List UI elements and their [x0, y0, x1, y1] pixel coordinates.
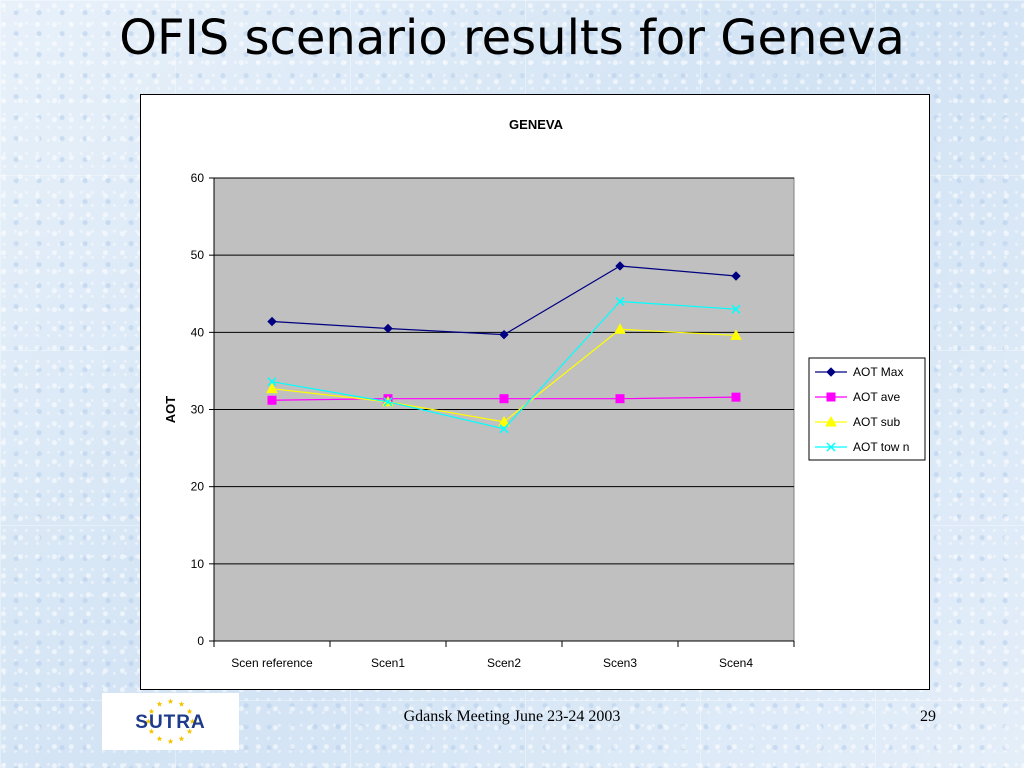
x-tick-label-scen4: Scen4	[719, 656, 753, 670]
legend-swatch-marker	[826, 367, 836, 377]
data-point-aot-ave-3	[615, 394, 625, 404]
page-number: 29	[920, 708, 936, 725]
data-point-aot-max-2	[499, 329, 509, 340]
y-tick-label-0: 0	[197, 634, 204, 648]
data-point-aot-sub-3	[614, 323, 626, 334]
footer-text: Gdansk Meeting June 23-24 2003	[403, 708, 621, 725]
y-tick-label-20: 20	[191, 480, 205, 494]
legend-label-aot-tow-n: AOT tow n	[853, 440, 909, 454]
data-point-aot-tow-n-2	[499, 424, 509, 434]
data-point-aot-ave-4	[731, 392, 741, 402]
chart-title: GENEVA	[509, 117, 564, 132]
data-point-aot-sub-4	[730, 329, 742, 340]
data-point-aot-max-4	[731, 271, 741, 281]
data-point-aot-tow-n-1	[383, 397, 393, 407]
legend-entry-aot-tow-n: AOT tow n	[815, 440, 909, 454]
logo-star-icon	[167, 698, 174, 704]
data-point-aot-tow-n-4	[731, 304, 741, 314]
x-tick-label-scen3: Scen3	[603, 656, 637, 670]
legend-entry-aot-sub: AOT sub	[815, 415, 900, 429]
data-point-aot-ave-0	[267, 395, 277, 405]
logo-star-icon	[178, 735, 185, 742]
logo-star-icon	[156, 735, 163, 742]
y-tick-label-10: 10	[191, 557, 205, 571]
data-point-aot-sub-0	[266, 382, 278, 394]
logo-star-icon	[189, 718, 196, 724]
aot-line-chart: GENEVA 0 10 20 30 40 50 60 Scen reference Scen1 Sc…	[163, 117, 926, 670]
legend-swatch-marker	[826, 442, 836, 452]
data-point-aot-max-0	[267, 316, 277, 327]
slide-title: OFIS scenario results for Geneva	[119, 10, 905, 66]
logo-star-icon	[148, 708, 155, 714]
chart-frame: GENEVA 0 10 20 30 40 50 60 Scen reference Scen1 Sc…	[140, 94, 930, 690]
legend-box	[808, 357, 926, 461]
logo-star-icon	[178, 701, 185, 707]
logo-star-icon	[186, 728, 193, 734]
logo-star-icon	[145, 718, 152, 724]
logo-star-icon	[156, 701, 163, 707]
y-tick-label-50: 50	[191, 248, 205, 262]
x-tick-label-scen1: Scen1	[371, 656, 405, 670]
data-point-aot-max-3	[615, 261, 625, 271]
series-aot-tow-n	[267, 296, 741, 434]
y-tick-label-30: 30	[191, 403, 205, 417]
y-axis-label: AOT	[163, 396, 178, 424]
logo-star-icon	[186, 708, 193, 714]
logo-star-icon	[167, 738, 174, 744]
legend-entry-aot-ave: AOT ave	[815, 390, 900, 404]
logo-wordmark: SUTRA	[135, 712, 205, 733]
data-point-aot-tow-n-3	[615, 296, 625, 306]
y-tick-label-60: 60	[191, 171, 205, 185]
legend-swatch-marker	[825, 415, 837, 427]
logo-graphic: SUTRA	[135, 698, 205, 744]
logo-star-ring	[145, 698, 196, 744]
legend-label-aot-sub: AOT sub	[853, 415, 900, 429]
x-tick-label-scen-reference: Scen reference	[231, 656, 313, 670]
legend: AOT Max AOT ave AOT sub AOT tow n	[808, 357, 926, 461]
legend-label-aot-max: AOT Max	[853, 365, 903, 379]
data-point-aot-max-1	[383, 323, 393, 334]
x-tick-label-scen2: Scen2	[487, 656, 521, 670]
y-tick-label-40: 40	[191, 325, 205, 339]
series-aot-sub	[266, 323, 742, 427]
data-point-aot-ave-2	[499, 394, 509, 404]
logo-star-icon	[148, 728, 155, 734]
legend-label-aot-ave: AOT ave	[853, 390, 900, 404]
data-point-aot-sub-2	[498, 415, 510, 427]
legend-swatch-marker	[826, 392, 836, 402]
data-point-aot-tow-n-0	[267, 377, 277, 387]
sutra-logo: SUTRA	[102, 693, 239, 750]
legend-entry-aot-max: AOT Max	[815, 365, 903, 379]
series-aot-max	[267, 261, 741, 340]
